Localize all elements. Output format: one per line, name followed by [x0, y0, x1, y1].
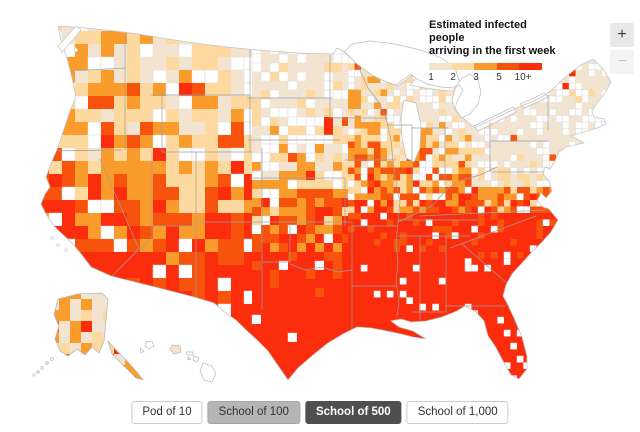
scenario-button-school-of-100[interactable]: School of 100 — [207, 401, 300, 424]
hawaii-islands — [139, 340, 217, 383]
legend: Estimated infected people arriving in th… — [428, 19, 559, 84]
legend-swatch-1 — [429, 62, 452, 70]
legend-tick: 10+ — [514, 71, 532, 83]
zoom-in-button[interactable]: + — [610, 23, 634, 47]
scenario-button-school-of-1000[interactable]: School of 1,000 — [406, 401, 509, 424]
state-borders — [46, 28, 552, 330]
channel-islands — [50, 236, 68, 252]
legend-tick: 3 — [473, 71, 479, 83]
legend-swatch-4 — [496, 62, 520, 70]
scenario-toggle-group: Pod of 10 School of 100 School of 500 Sc… — [131, 401, 509, 424]
alaska-counties — [54, 293, 143, 380]
legend-tick: 1 — [428, 71, 434, 83]
scenario-button-pod-of-10[interactable]: Pod of 10 — [131, 401, 203, 424]
legend-tick: 5 — [496, 71, 502, 83]
legend-title: Estimated infected people arriving in th… — [429, 19, 556, 58]
map-zoom-controls: + − — [610, 23, 634, 74]
scenario-button-school-of-500[interactable]: School of 500 — [304, 401, 402, 424]
legend-swatch-3 — [474, 62, 497, 70]
legend-swatch-2 — [451, 62, 475, 70]
alaska-coastline — [53, 292, 145, 381]
legend-swatch-5 — [519, 62, 542, 70]
aleutian-islands — [32, 357, 54, 377]
zoom-out-button[interactable]: − — [610, 50, 634, 74]
legend-color-ramp — [429, 62, 542, 70]
vancouver-island — [57, 25, 82, 54]
legend-tick-labels: 1 2 3 5 10+ — [428, 71, 554, 84]
legend-tick: 2 — [450, 71, 456, 83]
